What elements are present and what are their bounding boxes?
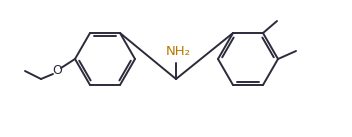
Text: NH₂: NH₂ (165, 45, 190, 58)
Text: O: O (52, 65, 62, 78)
